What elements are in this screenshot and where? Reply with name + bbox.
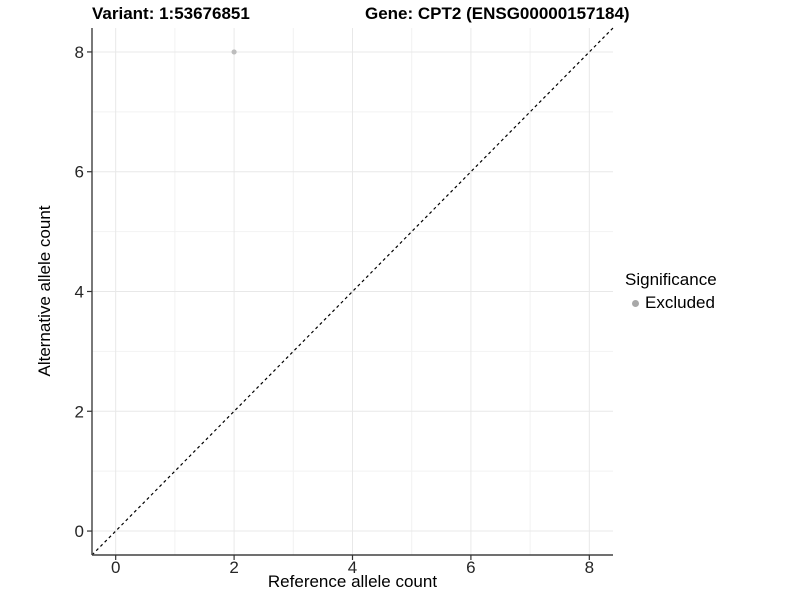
- plot-title-gene: Gene: CPT2 (ENSG00000157184): [365, 4, 630, 23]
- excluded-marker-icon: [632, 299, 639, 307]
- y-tick-label: 4: [75, 283, 84, 302]
- x-tick-label: 8: [585, 558, 594, 577]
- legend-item-label: Excluded: [645, 293, 715, 312]
- legend-title: Significance: [625, 270, 717, 289]
- x-tick-label: 0: [111, 558, 120, 577]
- plot-title-variant: Variant: 1:53676851: [92, 4, 250, 23]
- legend-item-excluded: Excluded: [632, 293, 717, 313]
- x-tick-label: 6: [466, 558, 475, 577]
- legend: Significance Excluded: [625, 270, 717, 313]
- data-point: [231, 49, 237, 55]
- y-tick-label: 6: [75, 163, 84, 182]
- x-axis-title: Reference allele count: [267, 572, 438, 591]
- x-tick-label: 2: [229, 558, 238, 577]
- x-tick-label: 4: [348, 558, 357, 577]
- y-axis-title: Alternative allele count: [35, 205, 54, 377]
- y-tick-label: 2: [75, 402, 84, 421]
- y-tick-label: 8: [75, 43, 84, 62]
- y-tick-label: 0: [75, 522, 84, 541]
